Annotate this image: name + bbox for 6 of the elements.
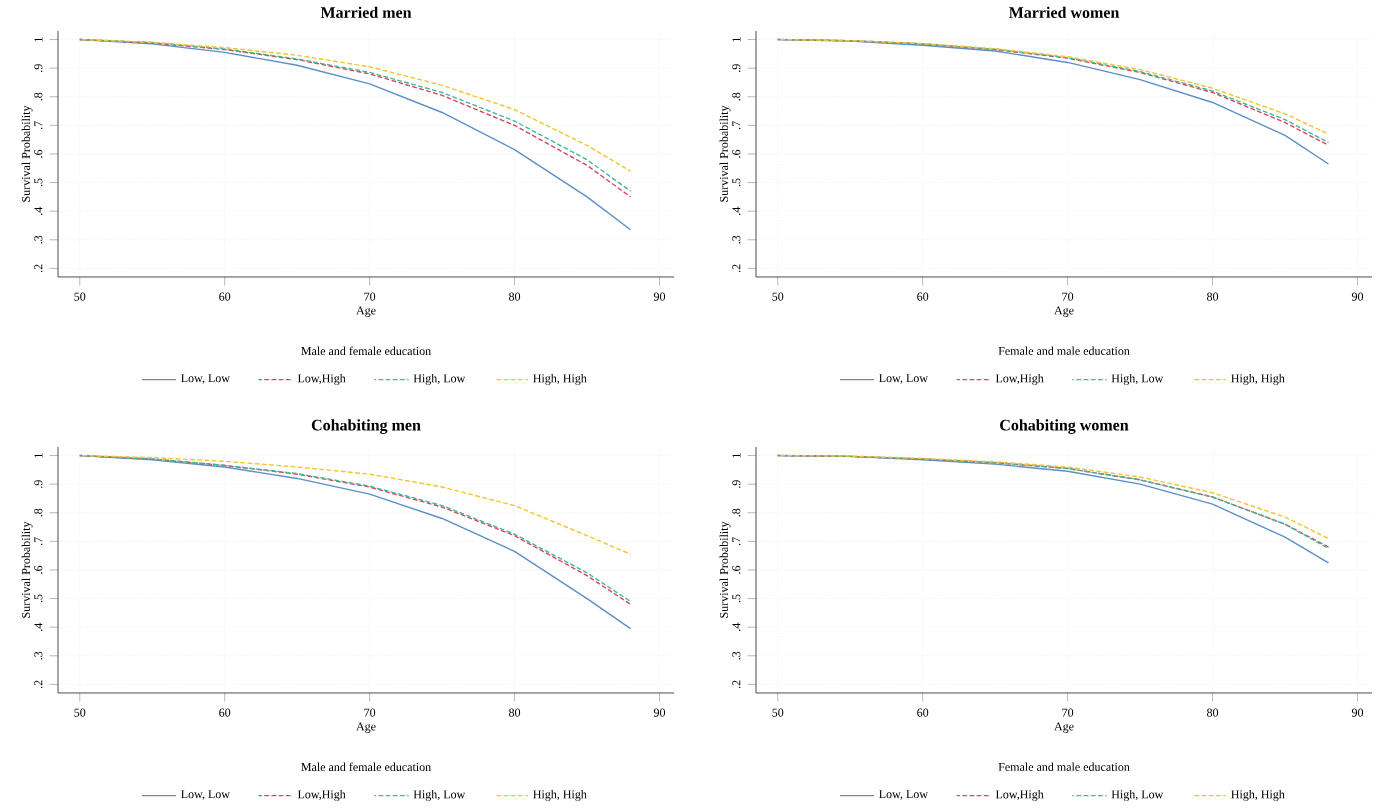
line-series xyxy=(79,455,632,556)
chart-title: Married men xyxy=(320,7,412,19)
chart-title: Married women xyxy=(1008,7,1120,19)
chart-title: Cohabiting men xyxy=(311,419,421,435)
chart-title: Cohabiting women xyxy=(1000,419,1129,435)
line-series xyxy=(79,39,632,231)
